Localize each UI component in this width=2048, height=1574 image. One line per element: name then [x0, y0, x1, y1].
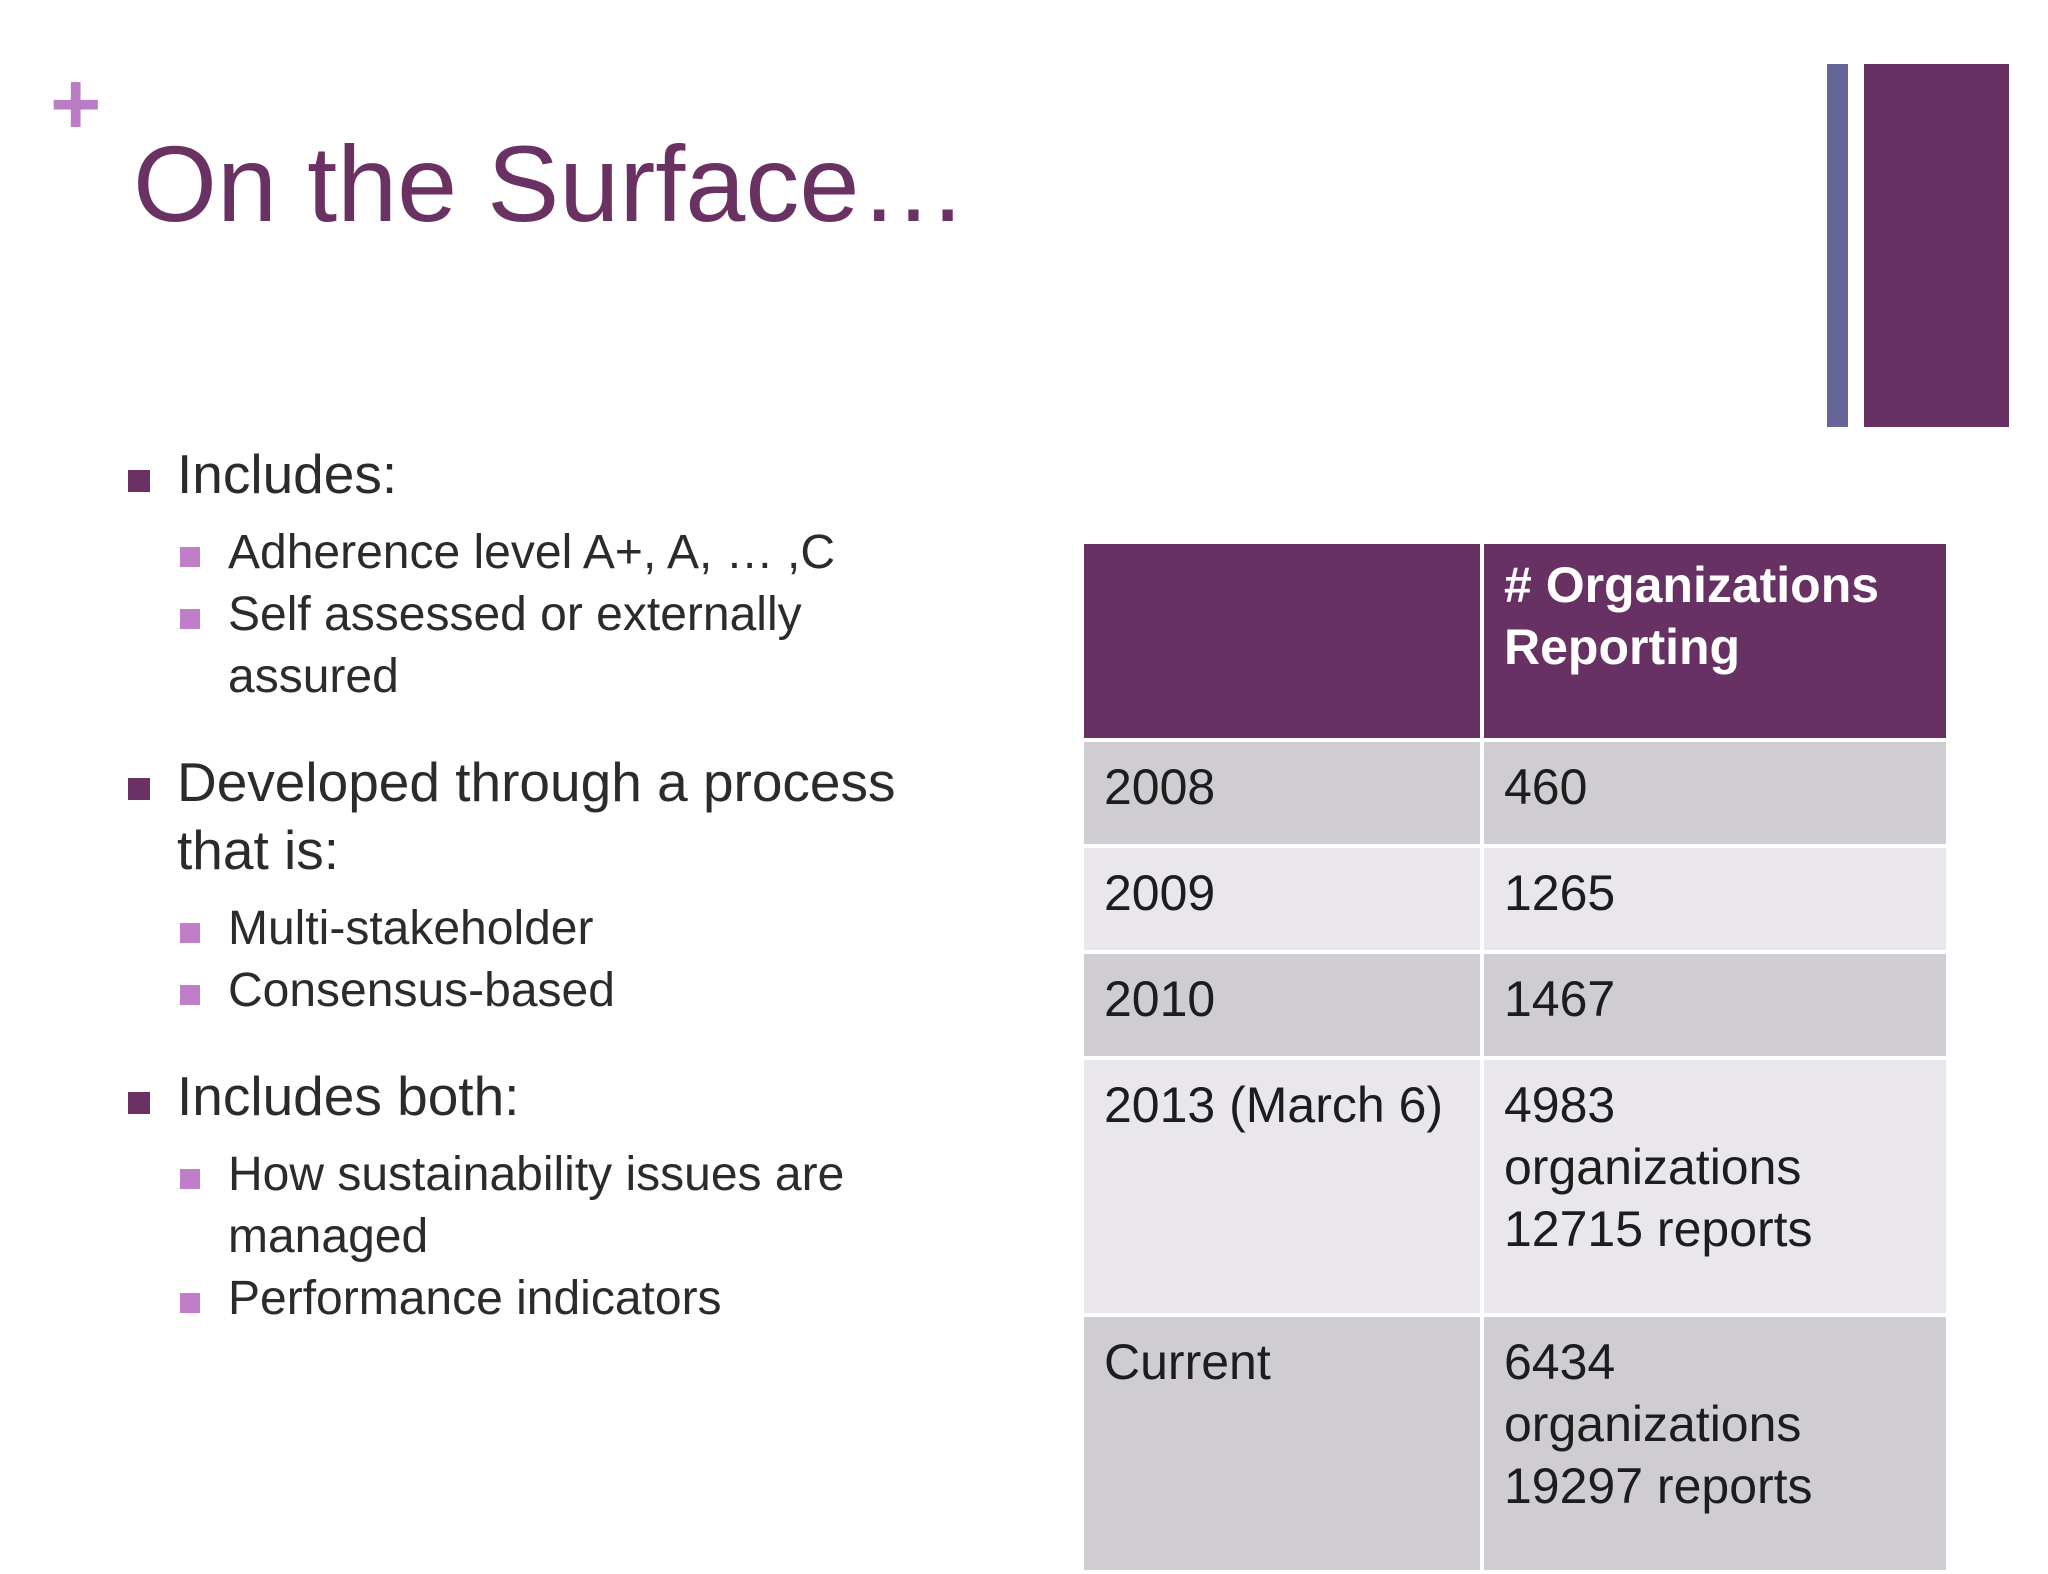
- value-line: organizations: [1504, 1396, 1802, 1452]
- value-cell: 4983 organizations 12715 reports: [1480, 1056, 1950, 1317]
- sub-bullet-text: Self assessed or externally assured: [228, 588, 802, 703]
- value-line: 4983: [1504, 1077, 1616, 1133]
- value-cell: 1467: [1480, 950, 1950, 1060]
- sub-bullet-multistakeholder: Multi-stakeholder: [125, 898, 965, 960]
- sub-bullet-sustainability: How sustainability issues are managed: [125, 1144, 965, 1268]
- sub-bullet-adherence: Adherence level A+, A, … ,C: [125, 522, 965, 584]
- sub-bullet-text: Performance indicators: [228, 1272, 722, 1325]
- table-row: 2010 1467: [1080, 950, 1950, 1060]
- header-cell-year: [1080, 540, 1484, 742]
- bullet-includes: Includes:: [125, 440, 965, 508]
- sub-bullet-text: Consensus-based: [228, 964, 615, 1017]
- sub-bullet-consensus: Consensus-based: [125, 960, 965, 1022]
- table-row: 2008 460: [1080, 738, 1950, 848]
- year-cell: 2008: [1080, 738, 1484, 848]
- square-bullet-icon: [128, 470, 150, 492]
- value-line: organizations: [1504, 1139, 1802, 1195]
- bullet-developed: Developed through a process that is:: [125, 748, 965, 884]
- sub-bullet-assessed: Self assessed or externally assured: [125, 584, 965, 708]
- bullet-text: Developed through a process that is:: [177, 751, 896, 881]
- sub-bullet-text: Adherence level A+, A, … ,C: [228, 526, 836, 579]
- square-bullet-icon: [180, 985, 200, 1005]
- table-row: 2013 (March 6) 4983 organizations 12715 …: [1080, 1056, 1950, 1317]
- bullet-text: Includes both:: [177, 1065, 520, 1127]
- value-cell: 6434 organizations 19297 reports: [1480, 1313, 1950, 1574]
- slide: + On the Surface… Includes: Adherence le…: [50, 54, 2009, 1574]
- sub-bullet-text: Multi-stakeholder: [228, 902, 594, 955]
- table-header-row: # Organizations Reporting: [1080, 540, 1950, 742]
- sub-bullet-performance: Performance indicators: [125, 1268, 965, 1330]
- bullet-text: Includes:: [177, 443, 398, 505]
- year-cell: 2009: [1080, 844, 1484, 954]
- slide-title: On the Surface…: [133, 123, 968, 244]
- value-line: 6434: [1504, 1334, 1616, 1390]
- table-row: Current 6434 organizations 19297 reports: [1080, 1313, 1950, 1574]
- square-bullet-icon: [180, 923, 200, 943]
- bullet-includes-both: Includes both:: [125, 1062, 965, 1130]
- value-cell: 460: [1480, 738, 1950, 848]
- plus-icon: +: [50, 54, 102, 153]
- square-bullet-icon: [180, 547, 200, 567]
- square-bullet-icon: [180, 1169, 200, 1189]
- year-cell: 2010: [1080, 950, 1484, 1060]
- square-bullet-icon: [128, 1092, 150, 1114]
- reporting-table: # Organizations Reporting 2008 460 2009 …: [1080, 540, 1950, 1574]
- year-cell: Current: [1080, 1313, 1484, 1574]
- bullet-list: Includes: Adherence level A+, A, … ,C Se…: [125, 440, 965, 1330]
- square-bullet-icon: [180, 1293, 200, 1313]
- value-line: 19297 reports: [1504, 1458, 1813, 1514]
- square-bullet-icon: [180, 609, 200, 629]
- square-bullet-icon: [128, 778, 150, 800]
- value-line: 12715 reports: [1504, 1201, 1813, 1257]
- header-cell-organizations: # Organizations Reporting: [1480, 540, 1950, 742]
- sub-bullet-text: How sustainability issues are managed: [228, 1148, 845, 1263]
- value-cell: 1265: [1480, 844, 1950, 954]
- accent-bar-wide: [1864, 64, 2009, 427]
- table-row: 2009 1265: [1080, 844, 1950, 954]
- year-cell: 2013 (March 6): [1080, 1056, 1484, 1317]
- accent-bar-thin: [1827, 64, 1848, 427]
- reporting-table-container: # Organizations Reporting 2008 460 2009 …: [1080, 540, 1950, 1574]
